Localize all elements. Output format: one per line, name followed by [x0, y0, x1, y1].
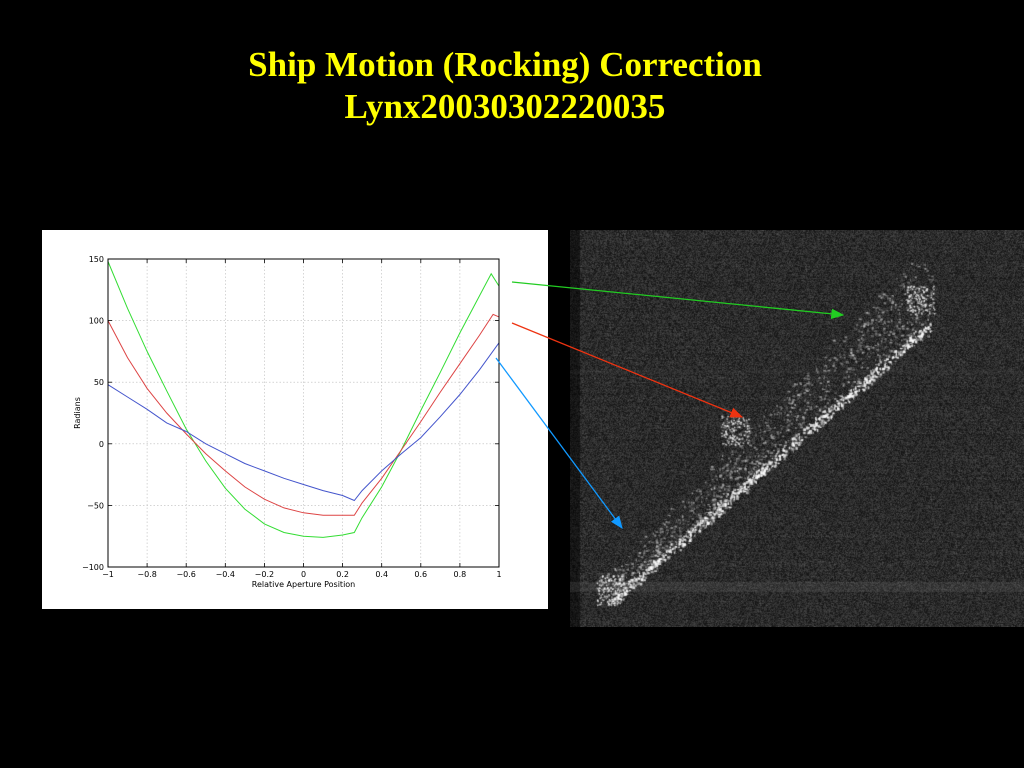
y-tick-label: 0 — [99, 440, 104, 449]
x-tick-label: 0.4 — [375, 570, 388, 579]
x-tick-label: −0.8 — [137, 570, 156, 579]
x-tick-label: 0.6 — [414, 570, 427, 579]
x-tick-label: 0.8 — [454, 570, 467, 579]
x-axis-label: Relative Aperture Position — [252, 580, 356, 589]
slide-title: Ship Motion (Rocking) Correction Lynx200… — [0, 44, 1010, 128]
chart-series — [107, 261, 500, 538]
series-line-1 — [107, 261, 500, 538]
x-tick-label: −0.2 — [255, 570, 274, 579]
y-tick-label: 50 — [94, 378, 104, 387]
sar-image-panel — [570, 230, 1024, 627]
x-tick-label: 0 — [301, 570, 306, 579]
y-tick-label: −100 — [82, 563, 104, 572]
y-tick-label: 150 — [89, 255, 104, 264]
phase-plot-panel: −1 −0.8 −0.6 −0.4 −0.2 0 0.2 0.4 0.6 0.8 1 −100 −50 0… — [42, 230, 548, 609]
phase-line-chart: −1 −0.8 −0.6 −0.4 −0.2 0 0.2 0.4 0.6 0.8 1 −100 −50 0… — [73, 255, 502, 589]
y-tick-label: 100 — [89, 317, 104, 326]
x-tick-label: 1 — [496, 570, 501, 579]
x-tick-label: −0.6 — [176, 570, 195, 579]
y-axis-label: Radians — [73, 397, 82, 429]
title-line-1: Ship Motion (Rocking) Correction — [248, 45, 762, 84]
x-tick-label: −1 — [102, 570, 114, 579]
x-tick-label: −0.4 — [216, 570, 235, 579]
chart-ticks: −1 −0.8 −0.6 −0.4 −0.2 0 0.2 0.4 0.6 0.8 1 −100 −50 0… — [82, 255, 502, 579]
x-tick-label: 0.2 — [336, 570, 349, 579]
series-line-2 — [107, 313, 500, 516]
series-line-3 — [107, 342, 500, 502]
title-line-2: Lynx20030302220035 — [344, 87, 666, 126]
y-tick-label: −50 — [87, 501, 104, 510]
ship-radar-image — [570, 230, 1024, 627]
